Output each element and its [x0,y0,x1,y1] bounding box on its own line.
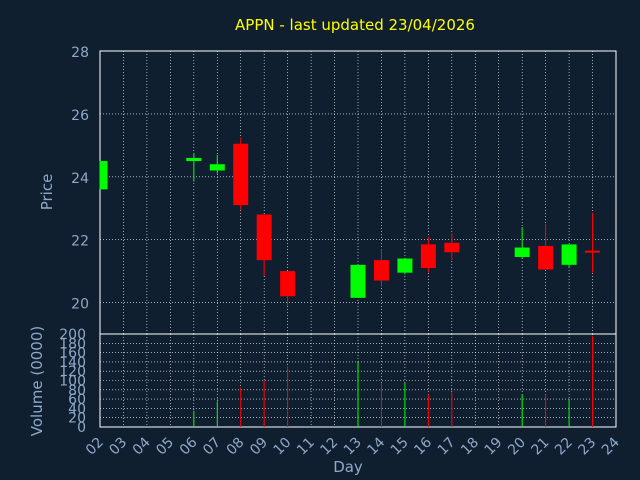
volume-tick-label: 120 [59,364,86,380]
x-tick-label: 16 [411,434,435,458]
x-tick-label: 15 [388,435,412,459]
candle-body [280,271,296,297]
volume-tick-label: 60 [68,392,86,408]
x-tick-label: 05 [153,435,177,459]
candle [397,258,413,275]
x-tick-label: 11 [294,435,318,459]
candle [444,233,460,261]
price-panel: 20 22 24 26 28 [71,45,617,335]
candle-body [585,250,601,253]
price-tick-label: 24 [71,171,89,187]
x-tick-label: 19 [482,435,506,459]
price-tick-label: 22 [71,234,89,250]
x-tick-label: 02 [83,435,107,459]
candle-body [256,214,272,261]
x-axis: 02 03 04 05 06 07 08 09 10 11 12 13 14 15 16 17 18 19 20 21… [83,434,623,458]
volume-tick-label: 20 [68,411,86,427]
price-tick-label: 20 [71,297,89,313]
volume-tick-label: 40 [68,401,86,417]
x-tick-label: 12 [317,435,341,459]
x-tick-label: 22 [552,435,576,459]
x-tick-label: 14 [364,434,388,458]
volume-tick-label: 160 [59,346,86,362]
candle [561,244,577,268]
candle-body [420,244,436,268]
candle [280,271,296,306]
x-tick-label: 04 [130,434,154,458]
x-tick-label: 13 [341,435,365,459]
candle-body [397,258,413,273]
volume-tick-label: 80 [68,383,86,399]
candle [538,223,554,270]
candle-body [186,157,202,162]
x-tick-label: 21 [529,435,553,459]
x-tick-label: 17 [435,435,459,459]
price-axis-label: Price [38,174,56,211]
candle [256,214,272,276]
candle-body [561,244,577,265]
x-tick-label: 10 [271,435,295,459]
candle-body [233,143,249,206]
x-tick-label: 24 [599,434,623,458]
volume-tick-label: 140 [59,355,86,371]
volume-axis-label: Volume (0000) [28,326,46,436]
x-tick-label: 23 [575,435,599,459]
x-tick-label: 07 [200,435,224,459]
x-tick-label: 08 [224,435,248,459]
price-tick-label: 28 [71,45,89,61]
candle [99,161,108,190]
chart-title: APPN - last updated 23/04/2026 [235,16,475,34]
candle [514,227,530,259]
x-tick-label: 03 [106,435,130,459]
volume-tick-label: 180 [59,336,86,352]
volume-tick-label: 200 [59,327,86,343]
volume-tick-label: 0 [77,420,86,436]
x-axis-label: Day [333,458,363,476]
candle [373,249,389,287]
candle-body [514,247,530,257]
candle [233,137,249,210]
volume-tick-label: 100 [59,374,86,390]
x-tick-label: 06 [177,434,201,458]
x-tick-label: 18 [458,435,482,459]
candle-body [350,264,366,298]
x-tick-label: 20 [505,435,529,459]
x-tick-label: 09 [247,435,271,459]
candle-body [100,161,108,190]
candle [350,264,366,298]
price-tick-label: 26 [71,108,89,124]
candle [186,153,202,182]
candle-body [373,260,389,281]
candle [585,212,601,273]
candle-body [444,242,460,253]
candle-body [538,245,554,270]
candle [209,154,225,174]
candle [420,236,436,273]
candle-body [209,164,225,171]
